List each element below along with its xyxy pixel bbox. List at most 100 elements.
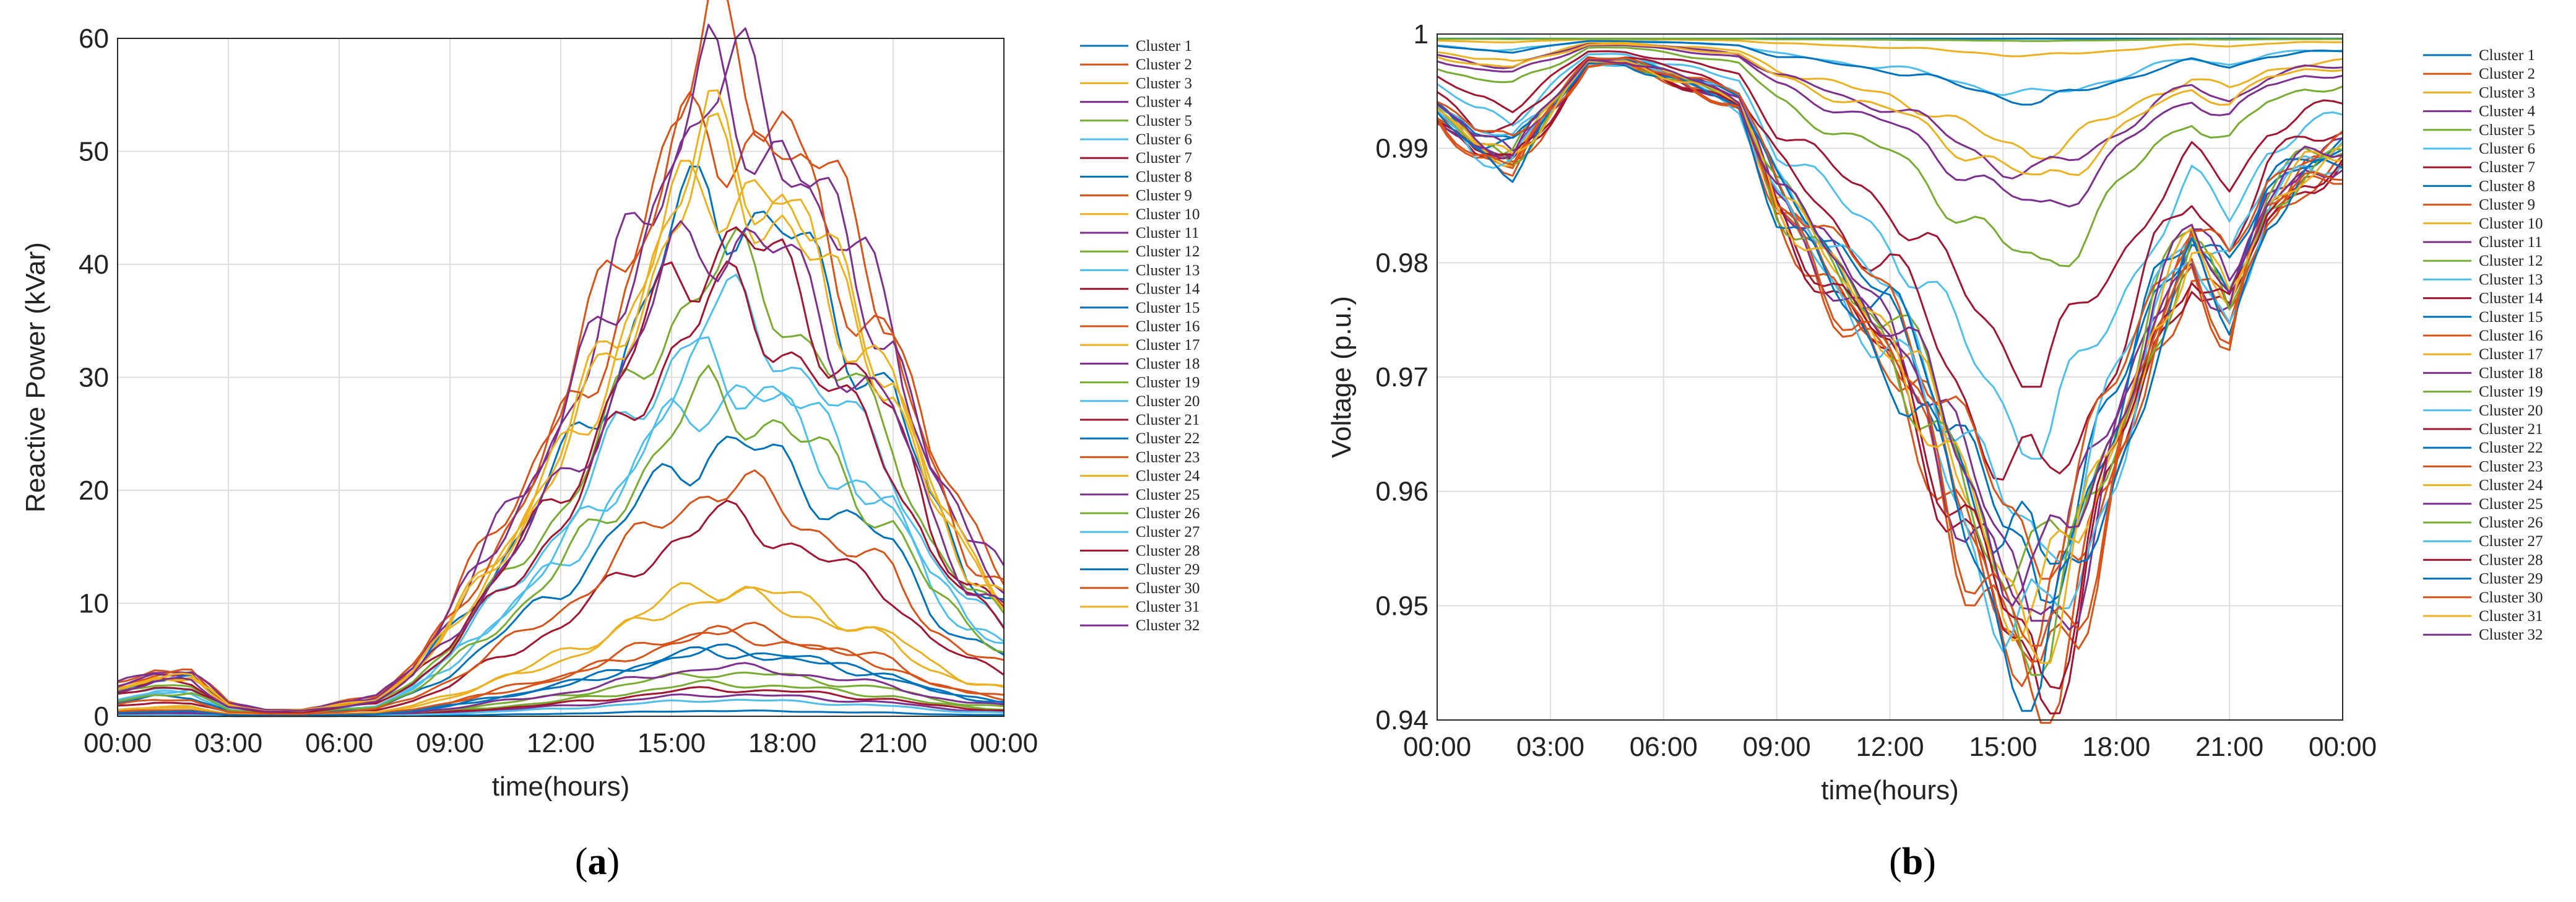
y-tick-label: 50	[79, 137, 109, 167]
reactive-power-chart: 00:00 03:00 06:00 09:00 12:00 15:00 18:00 21:00…	[20, 0, 1200, 883]
panel-label: (a)	[575, 841, 620, 883]
legend-label: Cluster 31	[1136, 599, 1199, 615]
y-tick-label: 60	[79, 24, 109, 54]
legend-label: Cluster 25	[2479, 496, 2543, 513]
x-tick-label: 09:00	[416, 728, 484, 758]
legend-label: Cluster 14	[1136, 281, 1200, 298]
plot-frame	[1437, 33, 2343, 721]
voltage-chart: 00:00 03:00 06:00 09:00 12:00 15:00 18:00 21:00…	[1326, 19, 2543, 883]
legend-label: Cluster 3	[1136, 75, 1192, 92]
x-axis-label: time(hours)	[1821, 775, 1959, 805]
legend: Cluster 1 Cluster 2 Cluster 3 Cluster 4 Clus…	[1080, 38, 1200, 634]
y-tick-label: 10	[79, 589, 109, 619]
legend-label: Cluster 11	[1136, 225, 1199, 241]
x-tick-labels: 00:00 03:00 06:00 09:00 12:00 15:00 18:00 21:00…	[1403, 732, 2377, 762]
panel-paren-open: (	[575, 841, 588, 883]
x-tick-label: 00:00	[2309, 732, 2377, 762]
legend-label: Cluster 3	[2479, 84, 2535, 101]
legend-label: Cluster 20	[1136, 393, 1199, 410]
legend-label: Cluster 24	[2479, 477, 2543, 494]
legend-label: Cluster 32	[2479, 627, 2543, 643]
legend-label: Cluster 4	[2479, 103, 2535, 120]
series-line	[1437, 57, 2343, 580]
y-tick-label: 20	[79, 475, 109, 506]
series-line	[1437, 50, 2343, 388]
x-tick-label: 12:00	[1856, 732, 1924, 762]
legend-label: Cluster 5	[1136, 113, 1192, 129]
legend-label: Cluster 29	[2479, 571, 2543, 588]
legend-label: Cluster 5	[2479, 122, 2535, 139]
legend-label: Cluster 4	[1136, 94, 1192, 111]
legend-label: Cluster 28	[1136, 542, 1199, 559]
legend-label: Cluster 21	[2479, 421, 2543, 438]
y-tick-label: 0.97	[1375, 362, 1428, 392]
legend-label: Cluster 30	[1136, 580, 1199, 597]
legend-label: Cluster 1	[2479, 47, 2535, 64]
x-tick-label: 03:00	[1516, 732, 1584, 762]
x-tick-label: 00:00	[970, 728, 1038, 758]
series-line	[1436, 62, 2343, 647]
x-tick-label: 18:00	[748, 728, 816, 758]
legend-label: Cluster 19	[1136, 375, 1199, 391]
legend-label: Cluster 26	[2479, 514, 2543, 531]
panel-paren-open: (	[1889, 841, 1902, 883]
legend-label: Cluster 25	[1136, 487, 1199, 503]
y-axis-label: Reactive Power (kVar)	[20, 242, 51, 513]
legend-label: Cluster 11	[2479, 234, 2543, 251]
legend-label: Cluster 8	[1136, 168, 1192, 185]
series-line	[1437, 53, 2343, 460]
series-line	[1437, 46, 2343, 267]
y-tick-label: 0.98	[1375, 248, 1428, 278]
legend-label: Cluster 31	[2479, 608, 2543, 625]
x-tick-label: 03:00	[194, 728, 262, 758]
legend-label: Cluster 29	[1136, 562, 1199, 578]
legend-label: Cluster 24	[1136, 468, 1200, 485]
series-line	[1437, 41, 2343, 160]
legend-label: Cluster 16	[1136, 318, 1199, 335]
x-tick-label: 21:00	[2195, 732, 2263, 762]
legend-label: Cluster 7	[2479, 159, 2535, 176]
legend-label: Cluster 18	[1136, 355, 1199, 372]
legend-label: Cluster 12	[2479, 253, 2543, 269]
legend-label: Cluster 7	[1136, 150, 1192, 167]
legend-label: Cluster 21	[1136, 412, 1199, 428]
legend-label: Cluster 6	[1136, 131, 1192, 148]
legend-label: Cluster 2	[2479, 66, 2535, 82]
legend-label: Cluster 15	[1136, 300, 1199, 316]
x-tick-label: 12:00	[527, 728, 595, 758]
y-tick-label: 40	[79, 249, 109, 280]
legend-label: Cluster 22	[2479, 440, 2543, 456]
legend-label: Cluster 13	[1136, 262, 1199, 279]
legend-label: Cluster 9	[2479, 197, 2535, 214]
legend-label: Cluster 13	[2479, 271, 2543, 288]
series-line	[1437, 59, 2343, 607]
legend-label: Cluster 12	[1136, 243, 1199, 260]
y-tick-label: 1	[1414, 19, 1428, 50]
legend-label: Cluster 28	[2479, 552, 2543, 568]
legend-label: Cluster 26	[1136, 505, 1199, 522]
series-lines	[117, 0, 1005, 718]
x-tick-label: 21:00	[859, 728, 927, 758]
panel-paren-close: )	[1923, 841, 1936, 883]
legend-label: Cluster 1	[1136, 38, 1192, 54]
legend-label: Cluster 30	[2479, 589, 2543, 606]
legend-label: Cluster 6	[2479, 141, 2535, 157]
x-tick-labels: 00:00 03:00 06:00 09:00 12:00 15:00 18:00 21:00…	[84, 728, 1038, 758]
legend-label: Cluster 10	[2479, 215, 2543, 232]
series-line	[117, 469, 1005, 715]
legend-label: Cluster 16	[2479, 327, 2543, 344]
series-line	[1436, 62, 2343, 712]
y-tick-label: 0.94	[1375, 705, 1428, 735]
legend-label: Cluster 2	[1136, 56, 1192, 73]
series-line	[1437, 43, 2343, 176]
x-tick-label: 15:00	[1969, 732, 2037, 762]
panel-paren-close: )	[607, 841, 620, 883]
y-tick-label: 0	[94, 701, 109, 732]
legend-label: Cluster 15	[2479, 309, 2543, 326]
legend-label: Cluster 18	[2479, 365, 2543, 381]
legend-label: Cluster 20	[2479, 402, 2543, 419]
legend-label: Cluster 22	[1136, 430, 1199, 447]
panel-letter: b	[1902, 841, 1923, 883]
legend: Cluster 1 Cluster 2 Cluster 3 Cluster 4 Clus…	[2423, 47, 2543, 643]
